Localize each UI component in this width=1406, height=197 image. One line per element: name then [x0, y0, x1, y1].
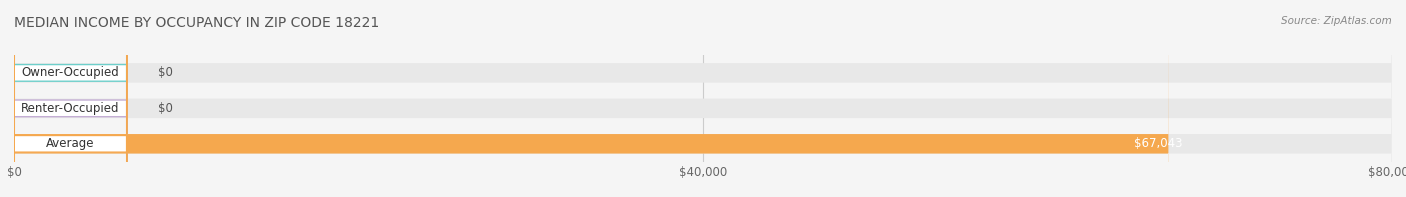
FancyBboxPatch shape: [14, 0, 127, 197]
Text: Owner-Occupied: Owner-Occupied: [21, 66, 120, 79]
FancyBboxPatch shape: [14, 0, 1392, 197]
Text: Source: ZipAtlas.com: Source: ZipAtlas.com: [1281, 16, 1392, 26]
Text: MEDIAN INCOME BY OCCUPANCY IN ZIP CODE 18221: MEDIAN INCOME BY OCCUPANCY IN ZIP CODE 1…: [14, 16, 380, 30]
FancyBboxPatch shape: [14, 0, 1392, 197]
FancyBboxPatch shape: [14, 0, 1168, 197]
Text: Average: Average: [46, 137, 94, 150]
Text: $0: $0: [157, 66, 173, 79]
Text: Renter-Occupied: Renter-Occupied: [21, 102, 120, 115]
FancyBboxPatch shape: [14, 0, 1392, 197]
Text: $67,043: $67,043: [1135, 137, 1182, 150]
Text: $0: $0: [157, 102, 173, 115]
FancyBboxPatch shape: [14, 0, 127, 197]
FancyBboxPatch shape: [14, 0, 127, 197]
